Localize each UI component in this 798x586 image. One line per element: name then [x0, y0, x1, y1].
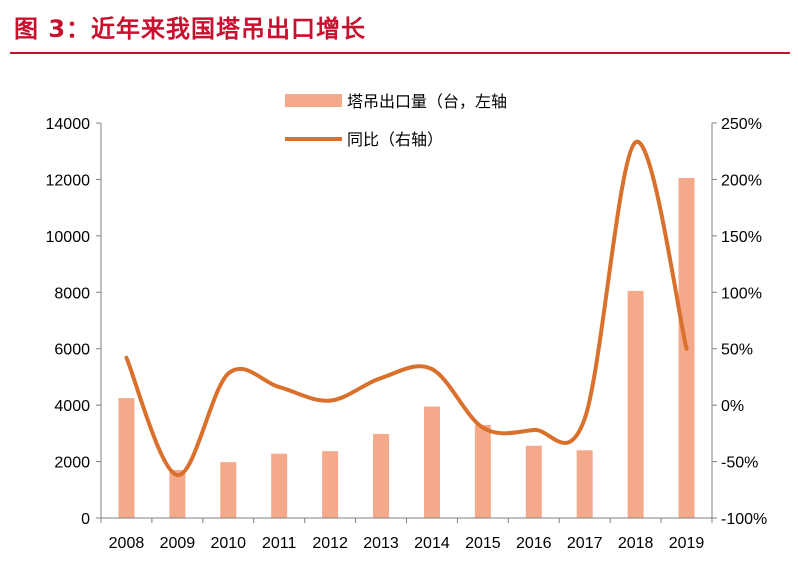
bar-2017	[576, 450, 593, 518]
x-tick-label: 2009	[160, 535, 196, 552]
left-tick-label: 14000	[46, 116, 91, 133]
bar-2009	[169, 470, 186, 518]
right-tick-label: 100%	[721, 285, 762, 302]
right-tick-label: 0%	[721, 398, 744, 415]
left-tick-label: 10000	[46, 229, 91, 246]
axes: 0 2000 4000 6000 8000 10000 12000 14000 -100% -50…	[46, 116, 768, 552]
bar-2014	[423, 406, 440, 518]
bar-2008	[118, 398, 135, 518]
x-tick-label: 2013	[363, 535, 399, 552]
bar-2012	[322, 451, 339, 518]
left-tick-label: 4000	[54, 398, 90, 415]
right-tick-label: 200%	[721, 172, 762, 189]
bar-2013	[373, 433, 390, 518]
x-tick-label: 2018	[618, 535, 654, 552]
legend-bar-swatch	[285, 94, 342, 107]
left-tick-label: 8000	[54, 285, 90, 302]
x-tick-label: 2010	[210, 535, 246, 552]
right-tick-label: 250%	[721, 116, 762, 133]
line-series	[124, 140, 689, 478]
title-divider	[10, 52, 790, 54]
bar-2018	[627, 290, 644, 518]
x-tick-label: 2014	[414, 535, 450, 552]
x-tick-label: 2019	[669, 535, 705, 552]
left-tick-label: 6000	[54, 342, 90, 359]
x-tick-label: 2008	[109, 535, 145, 552]
right-tick-label: -100%	[721, 511, 767, 528]
legend-line-label: 同比（右轴）	[347, 130, 443, 149]
bar-2015	[474, 424, 491, 518]
right-tick-label: -50%	[721, 455, 758, 472]
figure-title: 图 3：近年来我国塔吊出口增长	[14, 15, 367, 43]
x-tick-label: 2016	[516, 535, 552, 552]
yoy-growth-line	[124, 140, 689, 478]
left-tick-label: 12000	[46, 172, 91, 189]
bar-2016	[525, 445, 542, 518]
legend-bar-label: 塔吊出口量（台，左轴	[347, 92, 507, 111]
x-tick-label: 2011	[262, 535, 297, 552]
x-tick-label: 2012	[312, 535, 348, 552]
left-tick-label: 0	[81, 511, 90, 528]
x-tick-label: 2015	[465, 535, 501, 552]
x-tick-label: 2017	[567, 535, 603, 552]
bar-series	[118, 178, 695, 518]
right-tick-label: 50%	[721, 342, 753, 359]
bar-2011	[271, 453, 288, 518]
bar-2010	[220, 462, 237, 518]
left-tick-label: 2000	[54, 455, 90, 472]
right-tick-label: 150%	[721, 229, 762, 246]
